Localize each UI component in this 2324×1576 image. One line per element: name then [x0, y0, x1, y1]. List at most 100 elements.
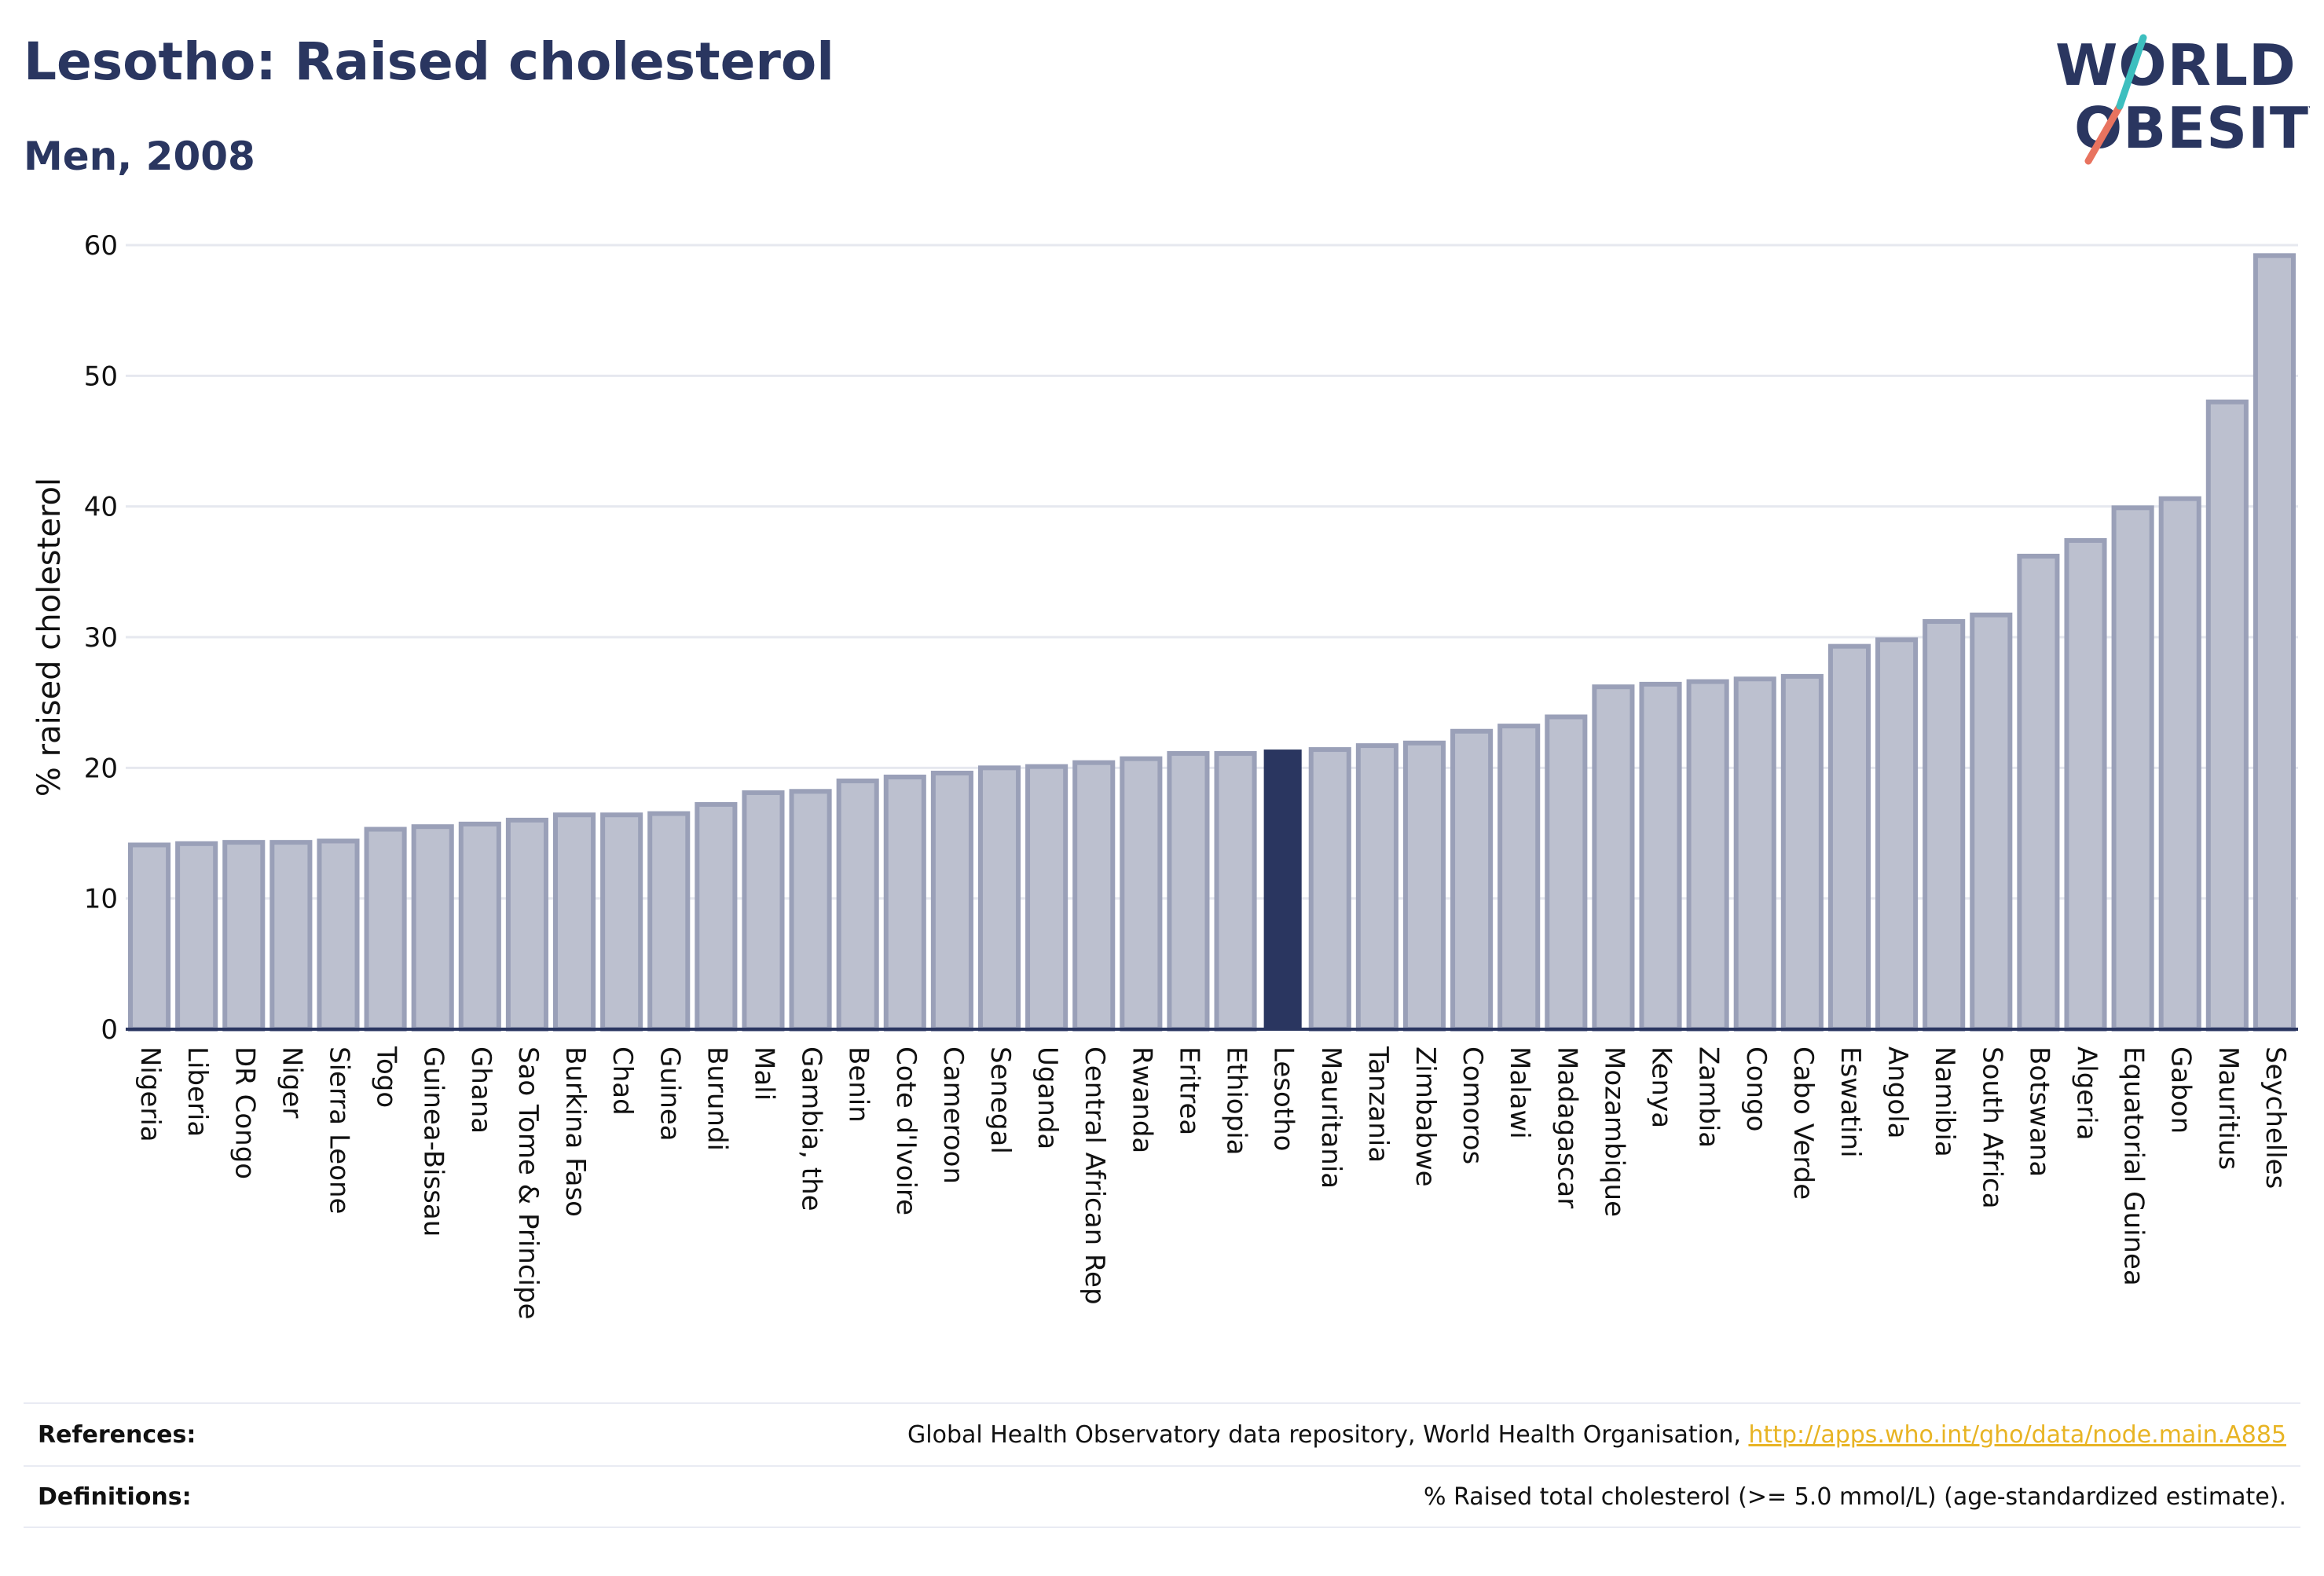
x-tick-label: Niger — [276, 1046, 307, 1118]
bar — [505, 817, 548, 1032]
x-tick-label: Gambia, the — [796, 1046, 827, 1211]
bar — [1780, 673, 1824, 1032]
x-tick-label: South Africa — [1976, 1046, 2007, 1209]
logo-slash-teal — [2116, 34, 2147, 110]
bar — [364, 826, 407, 1032]
bar — [1592, 684, 1635, 1032]
bar — [836, 778, 879, 1032]
bar — [1545, 714, 1588, 1032]
x-tick-label: Equatorial Guinea — [2118, 1046, 2150, 1286]
x-tick-label: Gabon — [2165, 1046, 2197, 1134]
y-tick-label: 50 — [84, 361, 118, 392]
world-obesity-logo: WORLD OBESITY — [2055, 32, 2310, 165]
bar — [1875, 637, 1919, 1032]
x-tick-label: Algeria — [2071, 1046, 2102, 1140]
references-label: References: — [38, 1420, 196, 1449]
bar — [128, 842, 171, 1032]
definitions-value: % Raised total cholesterol (>= 5.0 mmol/… — [1424, 1483, 2286, 1511]
bar — [600, 812, 643, 1032]
logo-word-2: OBESITY — [2074, 95, 2310, 161]
x-axis-labels: Nigeria Liberia DR Congo Niger Sierra Leone T… — [134, 1046, 2291, 1320]
x-tick-label: Botswana — [2023, 1046, 2055, 1177]
chart-title: Lesotho: Raised cholesterol — [24, 31, 834, 92]
bar — [2017, 553, 2060, 1032]
x-tick-label: Burkina Faso — [559, 1046, 591, 1217]
x-tick-label: Ghana — [465, 1046, 497, 1134]
references-text: Global Health Observatory data repositor… — [907, 1420, 1749, 1449]
bar — [1923, 619, 1966, 1032]
bar — [930, 770, 973, 1032]
x-tick-label: Benin — [843, 1046, 874, 1123]
bar — [1733, 676, 1776, 1032]
y-tick-label: 0 — [101, 1014, 118, 1046]
bar — [1450, 728, 1494, 1032]
references-value: Global Health Observatory data repositor… — [907, 1421, 2286, 1449]
y-tick-label: 30 — [84, 622, 118, 654]
bar — [552, 812, 596, 1032]
x-tick-label: Burundi — [701, 1046, 732, 1151]
bar — [647, 811, 691, 1032]
bar — [1639, 681, 1682, 1032]
x-tick-label: Eswatini — [1835, 1046, 1866, 1158]
bar — [1263, 750, 1302, 1029]
x-tick-label: Sao Tome & Principe — [512, 1046, 544, 1320]
x-tick-label: Malawi — [1504, 1046, 1535, 1139]
x-tick-label: Rwanda — [1126, 1046, 1157, 1153]
chart-subtitle: Men, 2008 — [24, 134, 255, 179]
x-tick-label: Tanzania — [1362, 1046, 1394, 1163]
x-tick-label: Seychelles — [2260, 1046, 2291, 1189]
x-tick-label: Mali — [748, 1046, 779, 1101]
bar — [175, 841, 218, 1032]
bar — [2064, 537, 2107, 1032]
bar — [789, 789, 832, 1032]
logo-slash-red — [2084, 102, 2124, 165]
bar — [695, 801, 738, 1032]
y-axis-label: % raised cholesterol — [31, 478, 68, 797]
bar — [2158, 496, 2201, 1032]
x-tick-label: Mauritania — [1315, 1046, 1347, 1189]
bar — [1686, 679, 1729, 1032]
x-tick-label: DR Congo — [229, 1046, 260, 1179]
x-tick-label: Madagascar — [1551, 1046, 1582, 1208]
bar — [977, 765, 1021, 1032]
x-tick-label: Togo — [371, 1046, 402, 1108]
bar — [1970, 612, 2013, 1032]
x-tick-label: Zimbabwe — [1409, 1046, 1441, 1187]
bar — [2253, 253, 2296, 1032]
x-tick-label: Mozambique — [1598, 1046, 1629, 1217]
x-tick-label: Mauritius — [2212, 1046, 2244, 1170]
bar — [1120, 756, 1163, 1032]
x-tick-label: Liberia — [181, 1046, 213, 1137]
bar — [2205, 399, 2249, 1032]
x-tick-label: Namibia — [1929, 1046, 1960, 1157]
y-tick-label: 10 — [84, 884, 118, 915]
x-tick-label: Cameroon — [937, 1046, 969, 1184]
x-tick-label: Nigeria — [134, 1046, 166, 1142]
bar — [317, 838, 360, 1032]
bar — [269, 840, 313, 1032]
bar — [2111, 505, 2154, 1032]
bar — [411, 824, 454, 1032]
definitions-label: Definitions: — [38, 1483, 192, 1511]
bar — [1214, 751, 1257, 1032]
y-tick-label: 60 — [84, 230, 118, 262]
bar — [458, 821, 501, 1032]
x-tick-label: Ethiopia — [1221, 1046, 1252, 1155]
x-tick-label: Lesotho — [1268, 1046, 1299, 1151]
x-tick-label: Central African Rep — [1079, 1046, 1110, 1305]
bar — [1308, 747, 1351, 1032]
bar — [1497, 724, 1541, 1032]
x-tick-label: Uganda — [1032, 1046, 1063, 1149]
bar — [1402, 740, 1446, 1032]
y-axis-ticks: 0 10 20 30 40 50 60 — [84, 230, 118, 1046]
x-tick-label: Congo — [1740, 1046, 1772, 1131]
x-tick-label: Angola — [1882, 1046, 1913, 1138]
definitions-row: Definitions: % Raised total cholesterol … — [24, 1465, 2300, 1528]
x-tick-label: Eritrea — [1173, 1046, 1204, 1135]
x-tick-label: Cabo Verde — [1787, 1046, 1819, 1200]
references-link[interactable]: http://apps.who.int/gho/data/node.main.A… — [1748, 1420, 2286, 1449]
bar — [1355, 743, 1398, 1032]
bar — [1167, 751, 1210, 1032]
y-tick-label: 40 — [84, 492, 118, 523]
